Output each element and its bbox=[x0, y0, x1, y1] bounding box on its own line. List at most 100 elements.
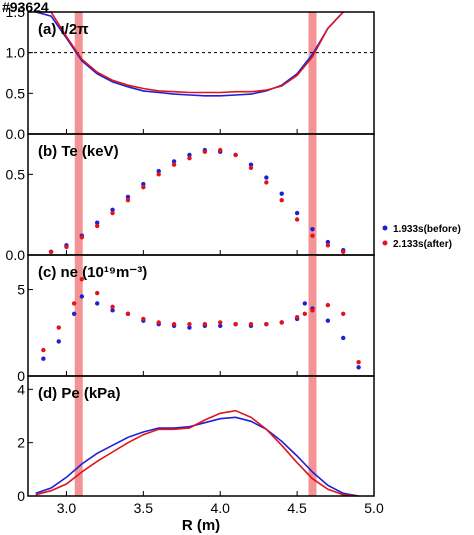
data-point bbox=[141, 316, 146, 322]
data-point bbox=[56, 325, 61, 330]
legend-label: 2.133s(after) bbox=[393, 239, 452, 250]
data-point bbox=[294, 217, 300, 222]
panel-label: (a) ι/2π bbox=[38, 21, 89, 38]
highlight-band-2 bbox=[308, 134, 317, 255]
data-point bbox=[56, 339, 61, 344]
data-point bbox=[95, 220, 100, 225]
data-point bbox=[95, 290, 100, 296]
data-point bbox=[248, 321, 254, 327]
data-point bbox=[325, 318, 331, 323]
y-tick-label: 1.0 bbox=[6, 45, 26, 61]
data-point bbox=[202, 321, 208, 327]
data-point bbox=[302, 311, 307, 316]
data-point bbox=[325, 239, 331, 245]
data-point bbox=[171, 159, 177, 164]
data-point bbox=[294, 210, 300, 216]
data-point bbox=[264, 175, 269, 180]
y-tick-label: 5 bbox=[17, 282, 25, 298]
panel-3: 0 5 (c) ne (10¹⁹m⁻³) bbox=[17, 254, 375, 384]
data-point bbox=[156, 172, 161, 177]
data-point bbox=[187, 321, 192, 327]
y-tick-label: 1.5 bbox=[6, 4, 26, 20]
data-point bbox=[110, 304, 115, 310]
data-point bbox=[202, 149, 208, 154]
data-point bbox=[218, 320, 223, 325]
data-point bbox=[187, 325, 192, 330]
x-tick-label: 3.0 bbox=[57, 500, 77, 516]
y-tick-label: 0 bbox=[17, 488, 25, 504]
data-point bbox=[141, 181, 146, 187]
data-point bbox=[248, 165, 254, 171]
data-point bbox=[125, 197, 131, 203]
x-tick-label: 3.5 bbox=[134, 500, 154, 516]
y-tick-label: 0.0 bbox=[6, 126, 26, 142]
highlight-band-2 bbox=[308, 376, 317, 496]
data-point bbox=[125, 194, 131, 200]
legend-marker bbox=[382, 240, 388, 246]
data-point bbox=[156, 320, 161, 325]
data-point bbox=[110, 210, 115, 216]
highlight-band-1 bbox=[74, 255, 83, 376]
x-tick-label: 5.0 bbox=[364, 500, 384, 516]
data-point bbox=[356, 365, 361, 370]
data-point bbox=[171, 321, 177, 327]
data-point bbox=[310, 233, 315, 238]
data-point bbox=[95, 301, 100, 306]
data-point bbox=[279, 191, 284, 196]
y-tick-label: 2 bbox=[17, 435, 25, 451]
x-tick-label: 4.5 bbox=[287, 500, 307, 516]
data-point bbox=[125, 311, 131, 316]
panel-4: 0 2 4 (d) Pe (kPa) bbox=[17, 375, 375, 504]
y-tick-label: 4 bbox=[17, 381, 25, 397]
data-point bbox=[79, 294, 85, 299]
y-tick-label: 0.0 bbox=[6, 247, 26, 263]
data-point bbox=[341, 335, 346, 341]
data-point bbox=[310, 308, 315, 313]
data-point bbox=[233, 152, 238, 158]
y-tick-label: 0 bbox=[17, 368, 25, 384]
data-point bbox=[325, 243, 331, 248]
series-line-2 bbox=[35, 11, 344, 94]
y-tick-label: 0.5 bbox=[6, 166, 26, 182]
panel-label: (b) Te (keV) bbox=[38, 143, 119, 160]
x-axis-label: R (m) bbox=[182, 517, 220, 534]
data-point bbox=[141, 185, 146, 190]
data-point bbox=[233, 321, 238, 327]
data-point bbox=[294, 315, 300, 320]
data-point bbox=[41, 356, 46, 361]
data-point bbox=[248, 162, 254, 167]
y-tick-label: 0.5 bbox=[6, 85, 26, 101]
data-point bbox=[110, 308, 115, 313]
panels: 0.0 0.5 1.0 1.5 (a) ι/2π 0.0 0.5 (b) Te (keV) 0 5… bbox=[6, 4, 384, 534]
data-point bbox=[48, 249, 54, 254]
highlight-band-2 bbox=[308, 255, 317, 376]
data-point bbox=[171, 162, 177, 167]
panel-label: (c) ne (10¹⁹m⁻³) bbox=[38, 264, 147, 281]
data-point bbox=[71, 301, 77, 306]
panel-2: 0.0 0.5 (b) Te (keV) bbox=[6, 133, 375, 263]
data-point bbox=[341, 249, 346, 254]
data-point bbox=[187, 152, 192, 158]
series-line-2 bbox=[35, 409, 359, 497]
legend: 1.933s(before) 2.133s(after) bbox=[382, 224, 461, 250]
legend-marker bbox=[382, 225, 388, 231]
data-point bbox=[302, 301, 307, 306]
data-point bbox=[279, 320, 284, 325]
data-point bbox=[64, 244, 69, 250]
panel-label: (d) Pe (kPa) bbox=[38, 385, 121, 402]
data-point bbox=[279, 197, 284, 203]
data-point bbox=[310, 226, 315, 232]
panel-1: 0.0 0.5 1.0 1.5 (a) ι/2π bbox=[6, 4, 375, 142]
data-point bbox=[79, 235, 85, 240]
data-point bbox=[187, 156, 192, 161]
data-point bbox=[218, 323, 223, 329]
legend-label: 1.933s(before) bbox=[393, 224, 461, 235]
data-point bbox=[218, 147, 223, 153]
data-point bbox=[156, 168, 161, 174]
data-point bbox=[264, 180, 269, 185]
data-point bbox=[41, 347, 46, 353]
data-point bbox=[356, 359, 361, 365]
data-point bbox=[79, 277, 85, 282]
data-point bbox=[341, 311, 346, 316]
